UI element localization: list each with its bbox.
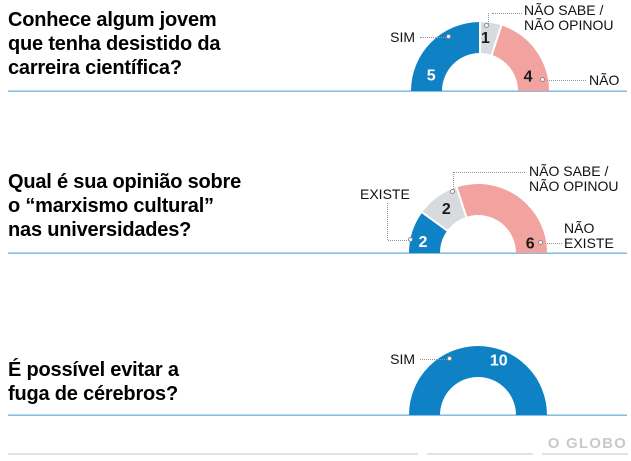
donut-segment-n-o-sabe-n-o-opinou xyxy=(480,22,502,55)
leader-dot xyxy=(540,77,545,82)
title-line: o “marxismo cultural” xyxy=(8,195,214,217)
title-line: É possível evitar a xyxy=(8,359,179,381)
segment-value: 5 xyxy=(427,68,436,85)
segment-value: 2 xyxy=(442,201,451,218)
title-line: fuga de cérebros? xyxy=(8,383,178,405)
leader-line xyxy=(420,37,446,38)
callout-line: NÃO SABE / xyxy=(524,2,604,18)
footer-border-segment xyxy=(8,453,418,455)
label-nao-1: NÃO xyxy=(589,72,620,88)
label-sim-1: SIM xyxy=(390,29,415,45)
half-donut-chart-1: 5 1 4 xyxy=(400,13,560,93)
title-line: que tenha desistido da xyxy=(8,33,221,55)
callout-line: NÃO OPINOU xyxy=(529,178,619,194)
divider-rule-1 xyxy=(8,90,627,92)
leader-line xyxy=(488,13,489,24)
callout-line: NÃO xyxy=(564,220,595,236)
segment-separator xyxy=(455,186,468,219)
divider-rule-2 xyxy=(8,252,627,254)
title-line: nas universidades? xyxy=(8,219,192,241)
leader-dot xyxy=(446,34,451,39)
leader-dot xyxy=(538,240,543,245)
leader-line xyxy=(387,203,388,240)
title-line: Qual é sua opinião sobre xyxy=(8,171,242,193)
callout-line: NÃO SABE / xyxy=(529,163,609,179)
label-nao-existe-2: NÃO EXISTE xyxy=(564,221,614,251)
footer-border-segment xyxy=(542,453,628,455)
leader-line xyxy=(453,172,525,173)
segment-value: 2 xyxy=(419,234,428,251)
donut-segment-n-o-existe xyxy=(456,184,547,253)
leader-dot xyxy=(484,23,489,28)
leader-dot xyxy=(408,237,413,242)
leader-dot xyxy=(447,356,452,361)
label-nao-sabe-1: NÃO SABE / NÃO OPINOU xyxy=(524,3,613,33)
question-3-title: É possível evitar a fuga de cérebros? xyxy=(8,358,179,406)
leader-dot xyxy=(450,189,455,194)
segment-value: 1 xyxy=(481,30,490,47)
leader-line xyxy=(547,80,586,81)
donut-segment-sim xyxy=(411,22,480,91)
label-existe-2: EXISTE xyxy=(360,186,410,202)
segment-value: 6 xyxy=(526,235,535,252)
segment-separator xyxy=(490,24,503,57)
segment-value: 4 xyxy=(524,69,533,86)
question-1-title: Conhece algum jovem que tenha desistido … xyxy=(8,8,221,80)
leader-line xyxy=(547,243,562,244)
leader-line xyxy=(388,240,409,241)
footer-border-segment xyxy=(427,453,533,455)
callout-line: EXISTE xyxy=(564,235,614,251)
segment-value: 10 xyxy=(490,352,508,369)
leader-line xyxy=(420,359,447,360)
title-line: carreira científica? xyxy=(8,57,182,79)
half-donut-chart-3: 10 xyxy=(398,337,558,417)
leader-line xyxy=(453,172,454,189)
segment-separator xyxy=(420,211,449,233)
donut-segment-existe xyxy=(409,212,448,253)
donut-segment-sim xyxy=(409,346,547,415)
o-globo-logo: O GLOBO xyxy=(547,435,627,452)
callout-line: NÃO OPINOU xyxy=(524,17,614,33)
title-line: Conhece algum jovem xyxy=(8,9,217,31)
label-sim-3: SIM xyxy=(390,351,415,367)
divider-rule-3 xyxy=(8,414,627,416)
label-nao-sabe-2: NÃO SABE / NÃO OPINOU xyxy=(529,164,618,194)
question-2-title: Qual é sua opinião sobre o “marxismo cul… xyxy=(8,170,241,242)
leader-line xyxy=(492,13,522,14)
donut-segment-n-o xyxy=(491,25,549,91)
